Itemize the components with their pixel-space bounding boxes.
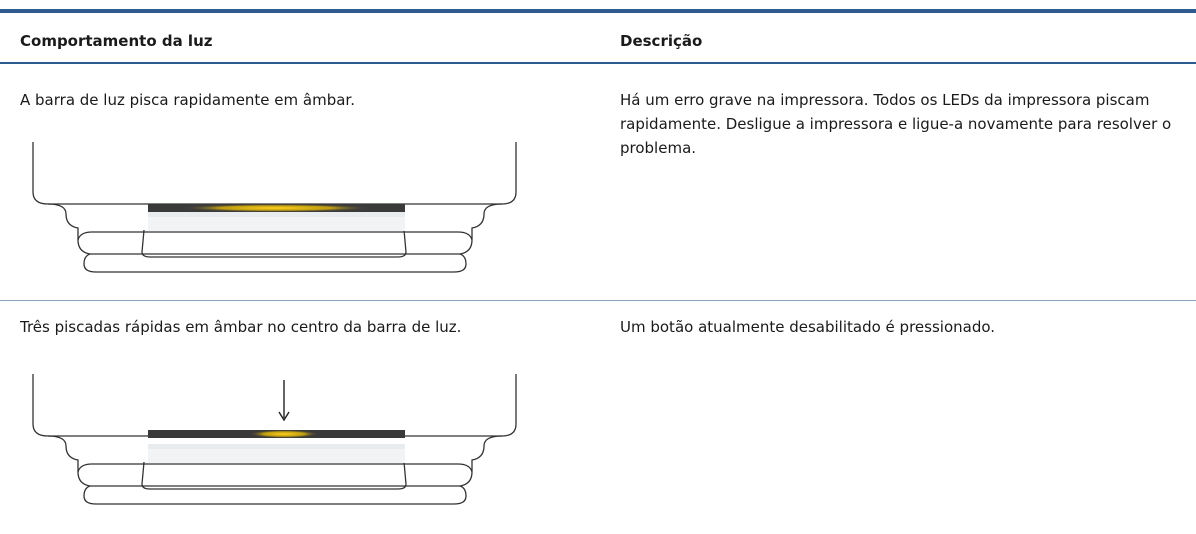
description-text: Um botão atualmente desabilitado é press… (620, 318, 996, 336)
header-rule (0, 62, 1196, 64)
printer-illustration (32, 141, 517, 273)
printer-illustration (32, 373, 517, 505)
description-text: Há um erro grave na impressora. Todos os… (620, 91, 1172, 157)
behavior-text: Três piscadas rápidas em âmbar no centro… (20, 318, 462, 336)
column-header: Comportamento da luz (20, 32, 213, 50)
behavior-text: A barra de luz pisca rapidamente em âmba… (20, 91, 355, 109)
top-rule (0, 9, 1196, 13)
row-rule (0, 300, 1196, 301)
column-header: Descrição (620, 32, 703, 50)
